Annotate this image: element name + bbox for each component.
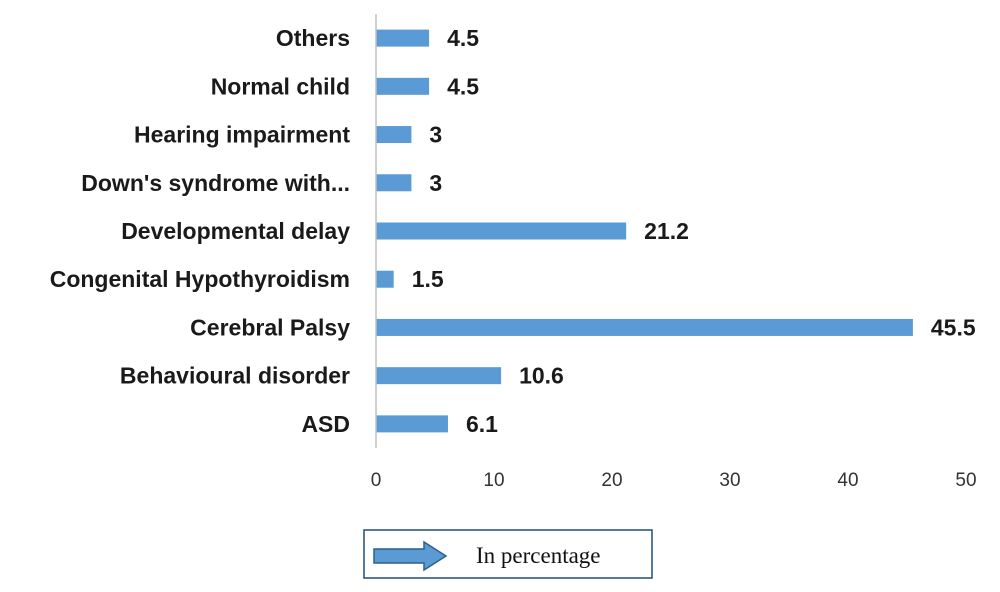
value-label-6: 3 xyxy=(429,122,442,148)
category-label-4: Developmental delay xyxy=(121,218,350,244)
x-tick-label-3: 30 xyxy=(719,470,740,491)
legend-series-name: In percentage xyxy=(476,543,601,568)
category-label-3: Congenital Hypothyroidism xyxy=(50,266,350,292)
legend: In percentage xyxy=(363,529,653,579)
value-label-8: 4.5 xyxy=(447,25,479,51)
x-axis-ticks: 0 10 20 30 40 50 xyxy=(371,470,977,491)
category-labels: ASD Behavioural disorder Cerebral Palsy Con… xyxy=(50,25,351,437)
bar-6 xyxy=(376,126,412,144)
bar-8 xyxy=(376,29,430,47)
value-label-1: 10.6 xyxy=(519,363,564,389)
bar-5 xyxy=(376,174,412,192)
value-label-0: 6.1 xyxy=(466,411,498,437)
x-tick-label-5: 50 xyxy=(955,470,976,491)
category-label-7: Normal child xyxy=(211,73,350,99)
category-label-5: Down's syndrome with... xyxy=(81,170,350,196)
x-tick-label-2: 20 xyxy=(601,470,622,491)
bars-group xyxy=(376,29,913,433)
value-label-7: 4.5 xyxy=(447,73,479,99)
category-label-8: Others xyxy=(276,25,350,51)
category-label-1: Behavioural disorder xyxy=(120,363,350,389)
bar-0 xyxy=(376,415,448,433)
bar-4 xyxy=(376,222,627,240)
value-label-2: 45.5 xyxy=(931,314,976,340)
value-label-5: 3 xyxy=(429,170,442,196)
category-label-6: Hearing impairment xyxy=(134,122,350,148)
bar-2 xyxy=(376,318,913,336)
x-tick-label-1: 10 xyxy=(483,470,504,491)
legend-arrow-icon xyxy=(373,540,448,572)
bar-3 xyxy=(376,270,394,288)
bar-7 xyxy=(376,77,430,95)
bar-1 xyxy=(376,367,502,385)
x-tick-label-4: 40 xyxy=(837,470,858,491)
value-label-4: 21.2 xyxy=(644,218,689,244)
category-label-0: ASD xyxy=(301,411,350,437)
x-tick-label-0: 0 xyxy=(371,470,382,491)
category-label-2: Cerebral Palsy xyxy=(190,314,350,340)
value-label-3: 1.5 xyxy=(412,266,444,292)
